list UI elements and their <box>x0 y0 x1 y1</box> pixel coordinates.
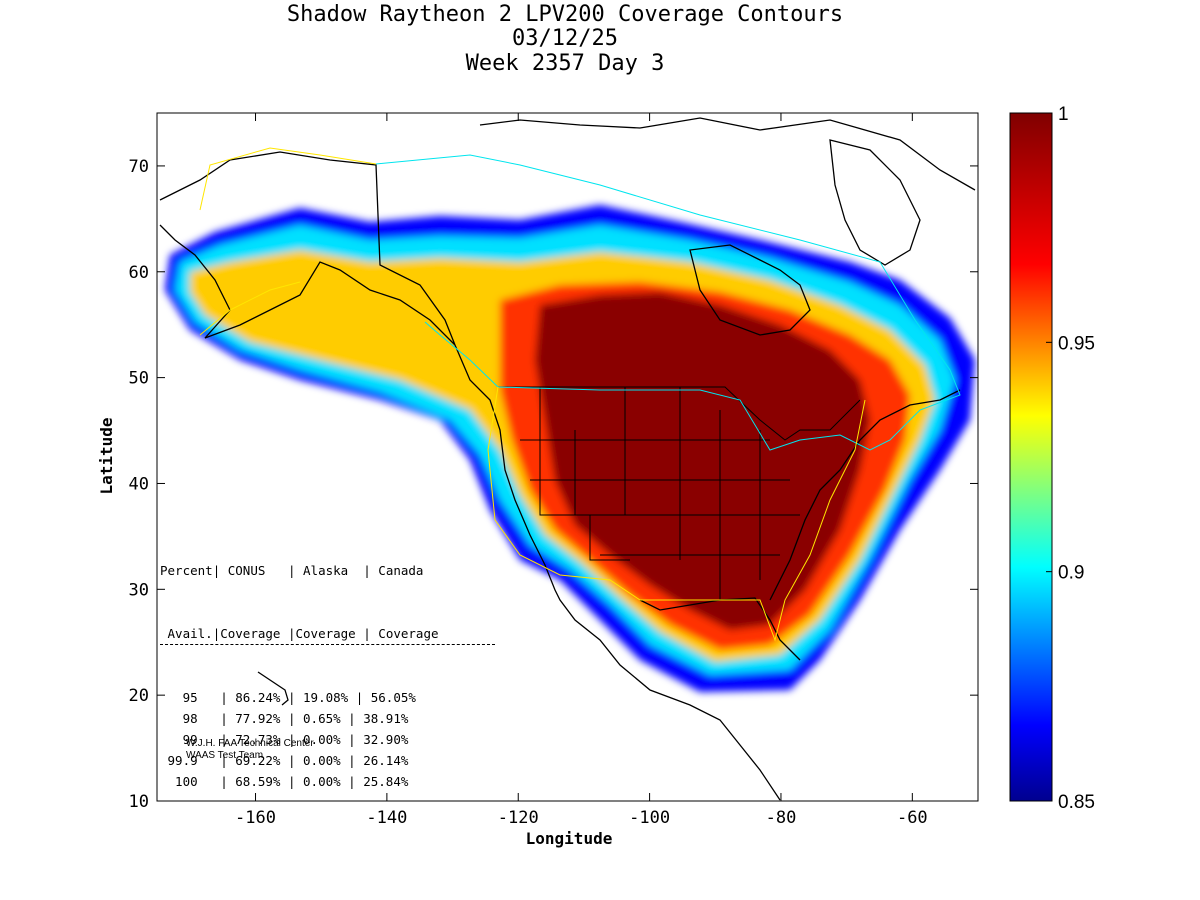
stats-cell: 0.65% <box>303 711 341 726</box>
colorbar-tick-label: 0.85 <box>1058 792 1095 813</box>
stats-cell: 69.22% <box>235 753 281 768</box>
stats-cell: 77.92% <box>235 711 281 726</box>
x-axis-title: Longitude <box>526 829 613 848</box>
y-axis: 10 20 30 40 50 60 70 <box>129 157 978 812</box>
colorbar-tick-label: 0.9 <box>1058 563 1084 584</box>
title-date: 03/12/25 <box>512 26 618 51</box>
stats-header-canada: Canada <box>378 563 424 578</box>
stats-cell: 32.90% <box>363 732 409 747</box>
stats-cell: 72.73% <box>235 732 281 747</box>
title-line-1: Shadow Raytheon 2 LPV200 Coverage Contou… <box>286 2 844 27</box>
coast-greenland <box>829 139 921 266</box>
y-tick-label: 50 <box>129 369 149 389</box>
x-tick-label: -60 <box>897 808 928 828</box>
stats-cell: 26.14% <box>363 753 409 768</box>
stats-cell: 0.00% <box>303 753 341 768</box>
coast-east <box>769 389 961 601</box>
y-tick-label: 20 <box>129 686 149 706</box>
stats-cell: 19.08% <box>303 690 349 705</box>
x-tick-label: -160 <box>235 808 276 828</box>
stats-header-coverage-canada: Coverage <box>378 626 439 641</box>
stats-cell: 100 <box>160 774 221 789</box>
stats-header-coverage-alaska: Coverage <box>295 626 356 641</box>
stats-header-alaska: Alaska <box>303 563 349 578</box>
boundary-conus <box>487 386 866 642</box>
colorbar-tick-label: 1 <box>1058 104 1069 125</box>
y-axis-title: Latitude <box>97 417 116 494</box>
stats-row: 100 | 68.59% | 0.00% | 25.84% <box>160 774 409 789</box>
stats-cell: 98 <box>160 711 221 726</box>
credit-line-2: WAAS Test Team <box>186 750 264 761</box>
stats-cell: 86.24% <box>235 690 281 705</box>
coast-arctic <box>479 117 976 191</box>
plot-frame <box>156 112 979 802</box>
stats-cell: 68.59% <box>235 774 281 789</box>
boundary-alaska <box>199 147 377 336</box>
title-week: Week 2357 Day 3 <box>465 51 665 76</box>
stats-header-row-1: Percent| CONUS | Alaska | Canada <box>160 563 424 578</box>
fir-boundaries <box>199 147 961 642</box>
credit-line-1: W.J.H. FAA Technical Center <box>186 738 314 749</box>
stats-row: 98 | 77.92% | 0.65% | 38.91% <box>160 711 409 726</box>
coverage-stats-table: Percent| CONUS | Alaska | Canada Avail.|… <box>160 518 495 813</box>
coast-hudson <box>689 244 811 336</box>
stats-header-percent: Percent <box>160 563 213 578</box>
colorbar-tick-label: 0.95 <box>1058 333 1095 354</box>
coast-gulf <box>639 597 801 661</box>
stats-cell: 25.84% <box>363 774 409 789</box>
coverage-contours <box>165 205 975 692</box>
stats-header-row-2: Avail.|Coverage |Coverage | Coverage <box>160 623 495 645</box>
x-axis: -160 -140 -120 -100 -80 -60 <box>235 113 928 828</box>
stats-cell: 99 <box>160 732 221 747</box>
x-tick-label: -140 <box>366 808 407 828</box>
x-tick-label: -120 <box>498 808 539 828</box>
coastlines <box>159 117 976 801</box>
stats-cell: 99.9 <box>160 753 221 768</box>
stats-cell: 0.00% <box>303 774 341 789</box>
stats-row: 99 | 72.73% | 0.00% | 32.90% <box>160 732 409 747</box>
contour-band-100 <box>535 292 870 630</box>
x-tick-label: -100 <box>629 808 670 828</box>
credit-block: W.J.H. FAA Technical Center WAAS Test Te… <box>186 738 314 762</box>
boundary-canada <box>375 154 961 451</box>
x-tick-label: -80 <box>766 808 797 828</box>
stats-cell: 95 <box>160 690 221 705</box>
stats-row: 95 | 86.24% | 19.08% | 56.05% <box>160 690 416 705</box>
y-tick-label: 30 <box>129 580 149 600</box>
y-tick-label: 60 <box>129 263 149 283</box>
us-state-borders <box>498 386 861 600</box>
y-tick-label: 70 <box>129 157 149 177</box>
colorbar <box>1009 112 1053 802</box>
stats-header-conus: CONUS <box>227 563 266 578</box>
y-tick-label: 40 <box>129 474 149 494</box>
stats-cell: 0.00% <box>303 732 341 747</box>
coast-north-america <box>454 344 781 801</box>
stats-cell: 56.05% <box>370 690 416 705</box>
y-tick-label: 10 <box>129 792 149 812</box>
stats-header-coverage-conus: Coverage <box>220 626 281 641</box>
coast-hawaii <box>257 671 289 706</box>
stats-cell: 38.91% <box>363 711 409 726</box>
stats-header-avail: Avail. <box>167 626 213 641</box>
colorbar-ticks: 0.85 0.9 0.95 1 <box>1046 104 1095 813</box>
coast-alaska <box>159 151 456 346</box>
stats-row: 99.9 | 69.22% | 0.00% | 26.14% <box>160 753 409 768</box>
